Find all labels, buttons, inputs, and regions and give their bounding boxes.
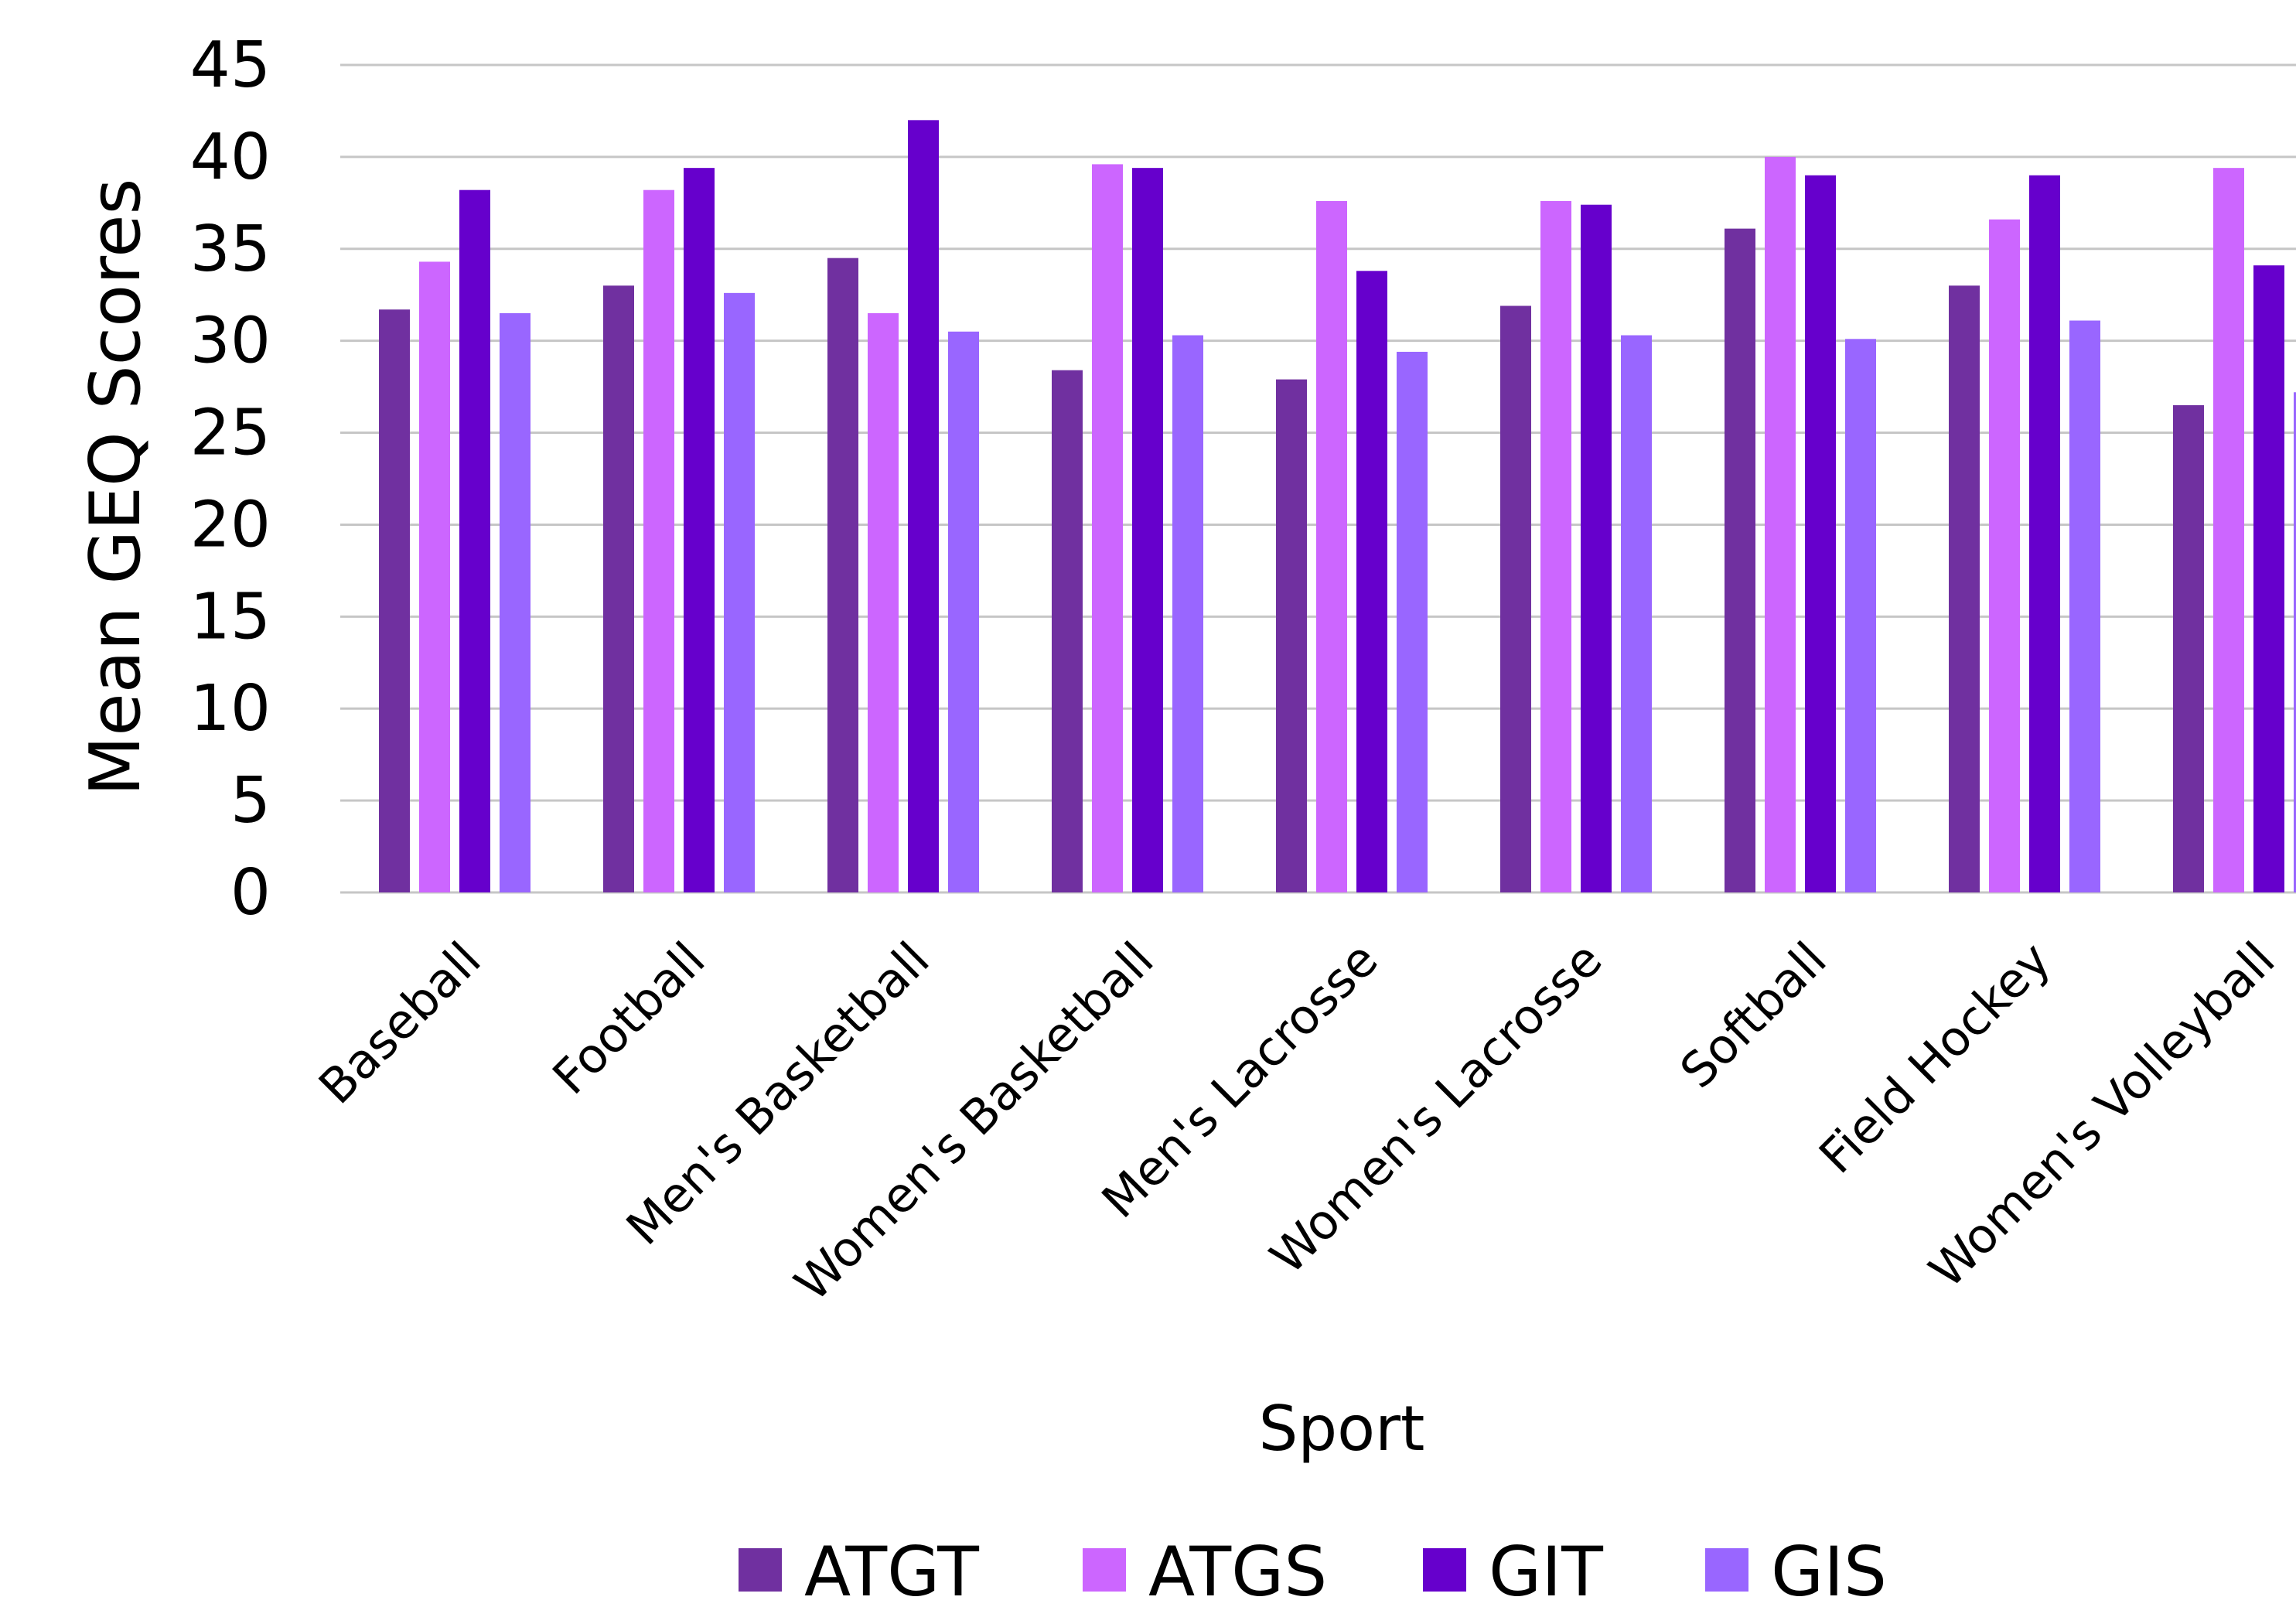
y-tick-label: 0 — [230, 856, 271, 930]
bar — [1989, 219, 2020, 892]
bar — [868, 313, 899, 892]
y-tick-label: 35 — [190, 213, 271, 286]
y-axis-ticks: 0 5 10 15 20 25 30 35 40 45 — [190, 29, 271, 930]
y-tick-label: 45 — [190, 29, 271, 102]
y-tick-label: 40 — [190, 121, 271, 194]
bar — [2294, 392, 2296, 892]
bar — [643, 189, 674, 892]
bar — [908, 120, 939, 893]
legend-label: GIT — [1489, 1532, 1604, 1603]
bar — [1172, 335, 1203, 892]
bar — [1316, 200, 1347, 892]
x-axis-title: Sport — [1259, 1393, 1425, 1465]
x-tick-label: Softball — [1669, 931, 1837, 1099]
bar — [1276, 379, 1307, 893]
bar — [1052, 370, 1083, 892]
bar — [1725, 228, 1755, 893]
bar — [1949, 285, 1980, 892]
bar — [2213, 168, 2244, 893]
legend-label: ATGT — [804, 1532, 980, 1603]
bar — [1092, 164, 1123, 892]
y-tick-label: 5 — [230, 764, 271, 838]
x-tick-label: Field Hockey — [1808, 931, 2061, 1184]
y-tick-label: 15 — [190, 580, 271, 653]
y-tick-label: 30 — [190, 305, 271, 378]
bar — [2069, 320, 2100, 892]
bars — [379, 120, 2296, 893]
y-tick-label: 10 — [190, 672, 271, 745]
legend-swatch — [1705, 1548, 1748, 1592]
x-tick-label: Baseball — [308, 931, 491, 1114]
bar — [1132, 168, 1163, 893]
bar — [1356, 271, 1387, 892]
legend-swatch — [1083, 1548, 1126, 1592]
bar — [419, 261, 450, 892]
bar — [1581, 204, 1612, 892]
legend-swatch — [739, 1548, 782, 1592]
bar — [1621, 335, 1652, 892]
bar — [948, 331, 979, 892]
legend-swatch — [1423, 1548, 1466, 1592]
bar — [2253, 265, 2284, 893]
bar — [1765, 156, 1796, 892]
bar — [2029, 175, 2060, 892]
legend-label: GIS — [1771, 1532, 1887, 1603]
bar — [500, 313, 531, 892]
bar — [827, 258, 858, 893]
bar — [1500, 305, 1531, 892]
bar — [1540, 200, 1571, 892]
x-tick-label: Women's Basketball — [783, 931, 1164, 1312]
y-tick-label: 25 — [190, 397, 271, 470]
bar — [379, 309, 410, 892]
y-tick-label: 20 — [190, 488, 271, 561]
y-axis-title: Mean GEQ Scores — [75, 179, 156, 797]
legend-label: ATGS — [1148, 1532, 1327, 1603]
bar — [1805, 175, 1836, 892]
bar — [724, 292, 755, 892]
bar — [603, 285, 634, 892]
bar — [459, 189, 490, 892]
legend: ATGT ATGS GIT GIS — [739, 1532, 1887, 1607]
x-tick-label: Football — [541, 931, 715, 1105]
bar — [1845, 339, 1876, 892]
bar — [684, 168, 715, 893]
bar — [2173, 404, 2204, 892]
bar — [1397, 351, 1428, 892]
